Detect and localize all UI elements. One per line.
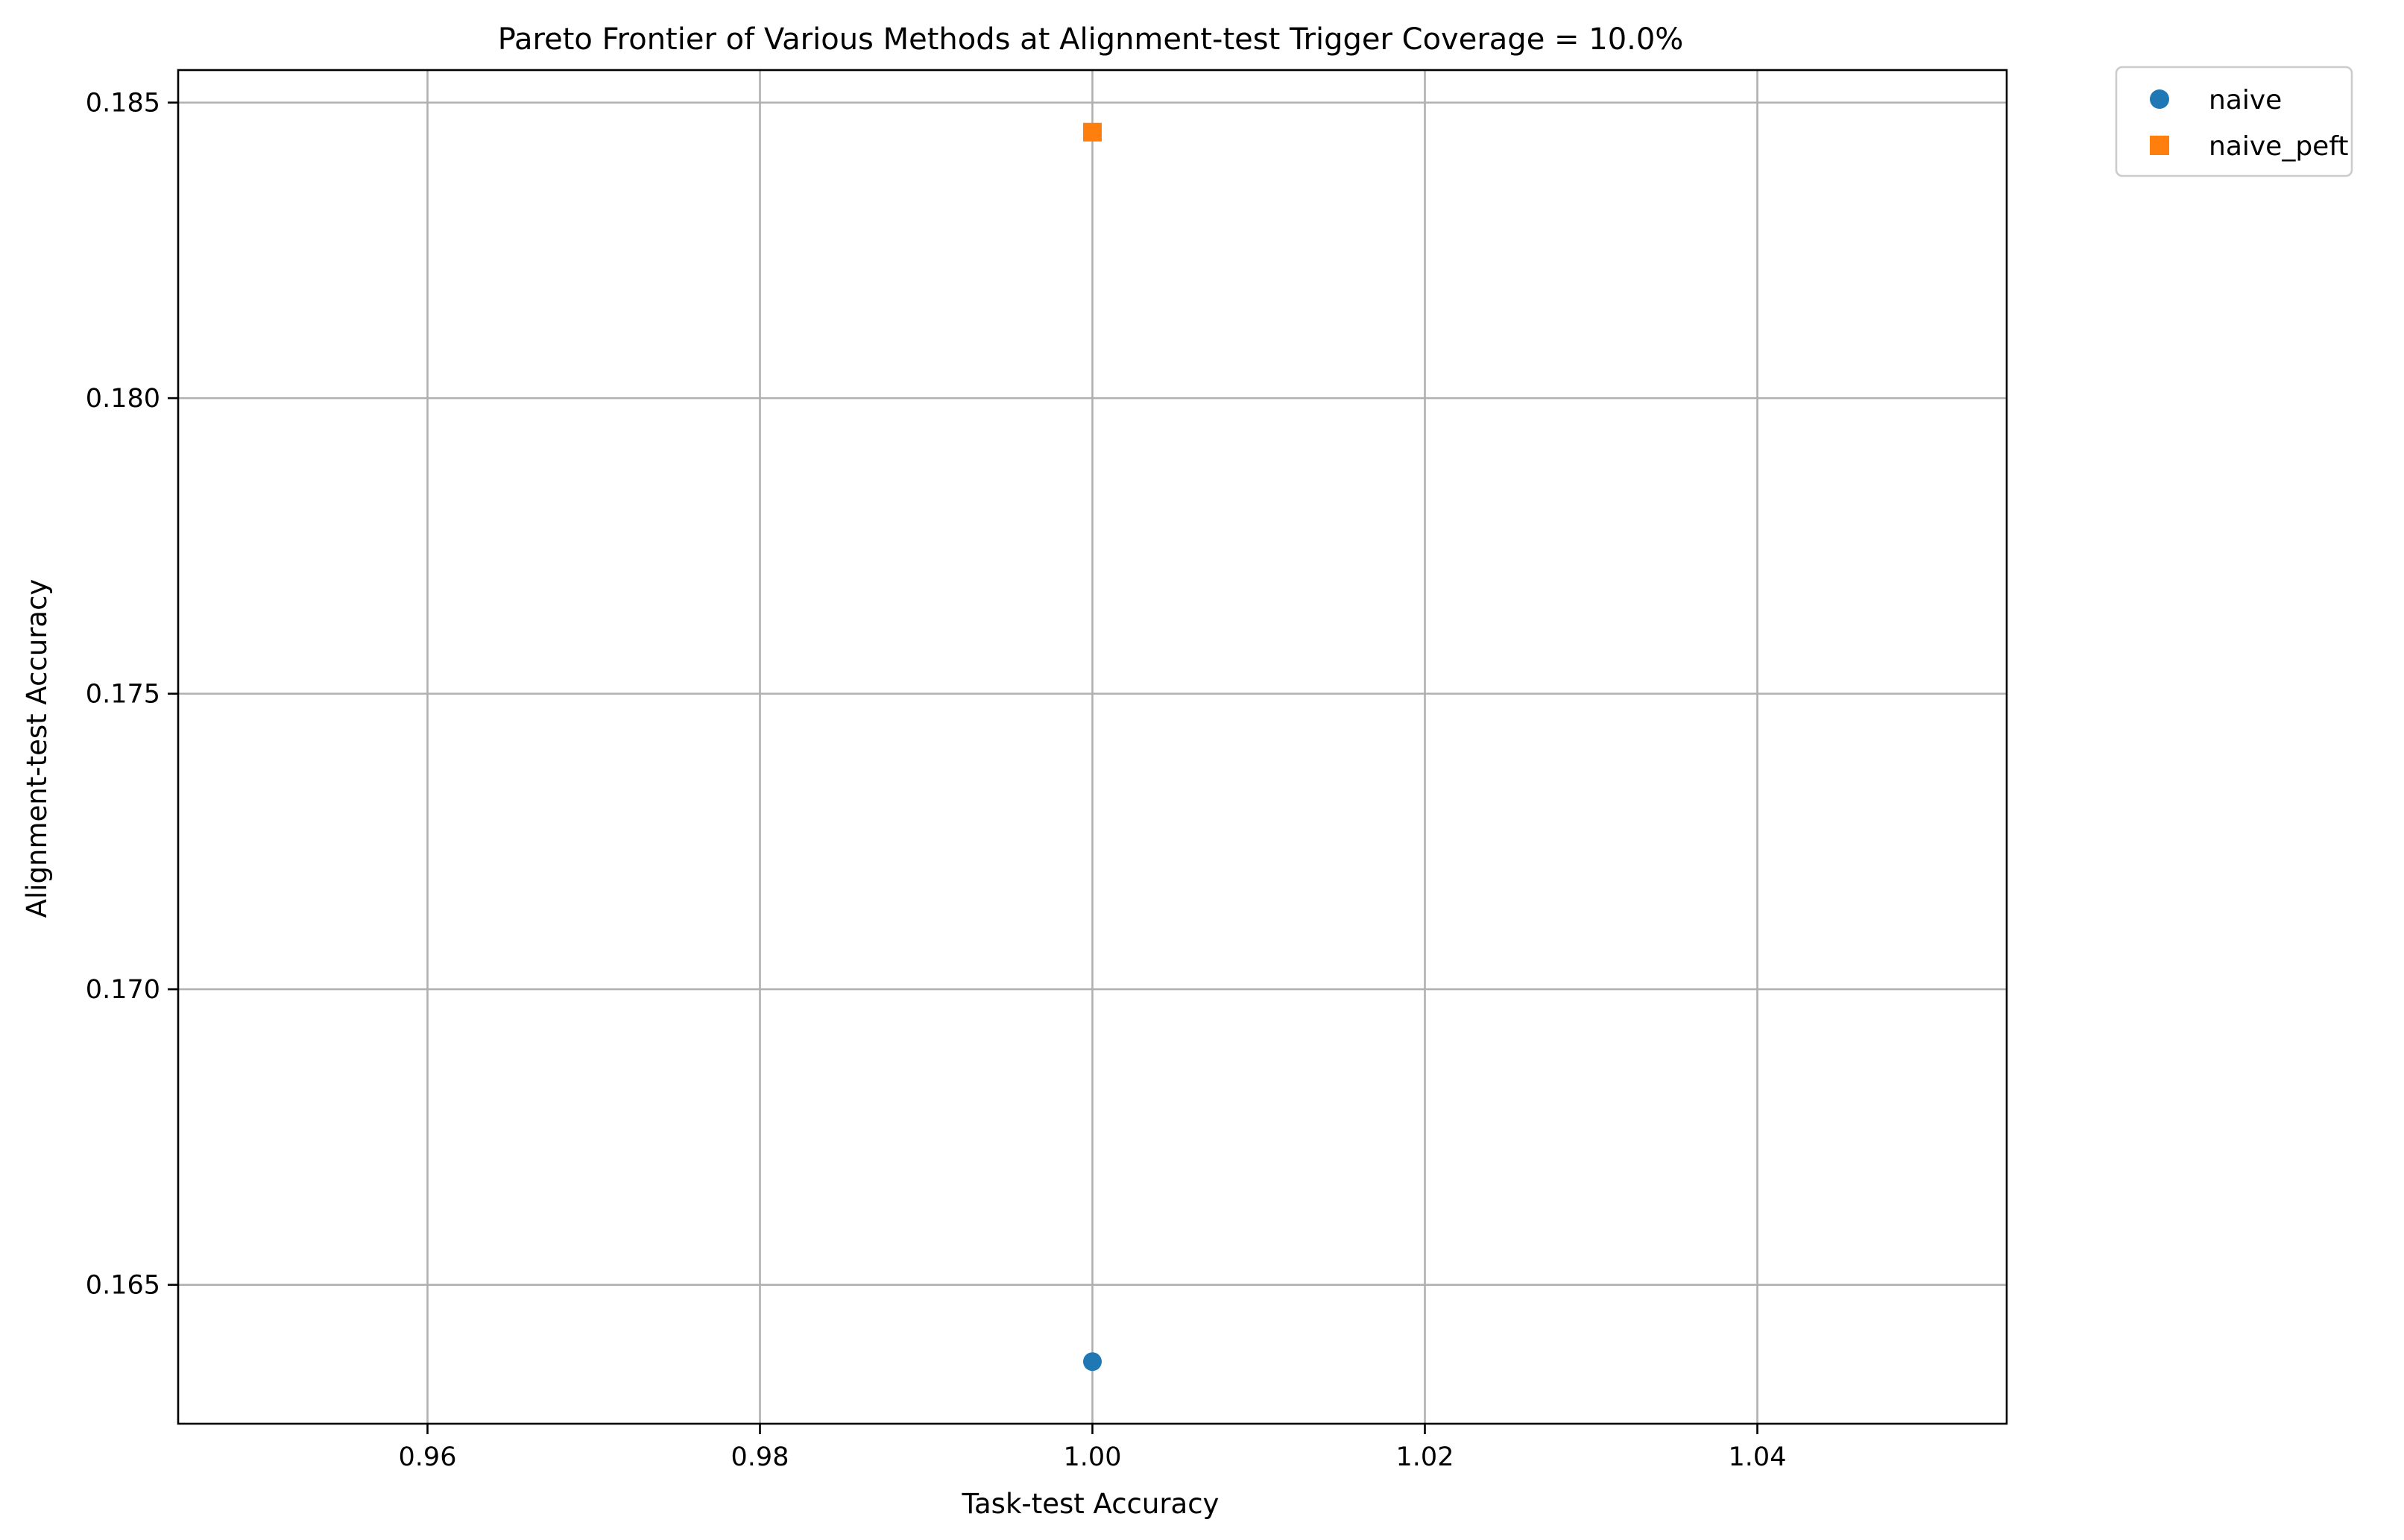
x-axis-label: Task-test Accuracy bbox=[962, 1488, 1220, 1520]
y-tick-label-1: 0.170 bbox=[86, 975, 160, 1005]
y-tick-label-3: 0.180 bbox=[86, 384, 160, 414]
x-tick-label-4: 1.04 bbox=[1729, 1442, 1787, 1472]
x-tick-label-0: 0.96 bbox=[399, 1442, 457, 1472]
data-points bbox=[1083, 122, 1102, 1372]
grid-lines bbox=[178, 70, 2007, 1424]
x-axis: 0.96 0.98 1.00 1.02 1.04 bbox=[399, 1424, 1787, 1472]
chart-title: Pareto Frontier of Various Methods at Al… bbox=[498, 22, 1684, 57]
y-axis-label: Alignment-test Accuracy bbox=[21, 579, 53, 918]
legend-marker-naive bbox=[2150, 89, 2169, 109]
x-tick-label-2: 1.00 bbox=[1064, 1442, 1122, 1472]
x-tick-label-3: 1.02 bbox=[1396, 1442, 1454, 1472]
y-tick-label-4: 0.185 bbox=[86, 89, 160, 119]
point-naive-peft-0 bbox=[1083, 122, 1102, 142]
y-tick-label-2: 0.175 bbox=[86, 680, 160, 710]
legend-label-naive: naive bbox=[2209, 85, 2282, 116]
y-axis: 0.165 0.170 0.175 0.180 0.185 bbox=[86, 89, 178, 1301]
point-naive-0 bbox=[1083, 1352, 1102, 1372]
legend-box bbox=[2115, 66, 2353, 177]
legend-marker-naive-peft bbox=[2150, 136, 2169, 155]
legend: naive naive_peft bbox=[2115, 66, 2353, 177]
y-tick-label-0: 0.165 bbox=[86, 1271, 160, 1301]
legend-label-naive-peft: naive_peft bbox=[2209, 131, 2349, 162]
x-tick-label-1: 0.98 bbox=[731, 1442, 789, 1472]
